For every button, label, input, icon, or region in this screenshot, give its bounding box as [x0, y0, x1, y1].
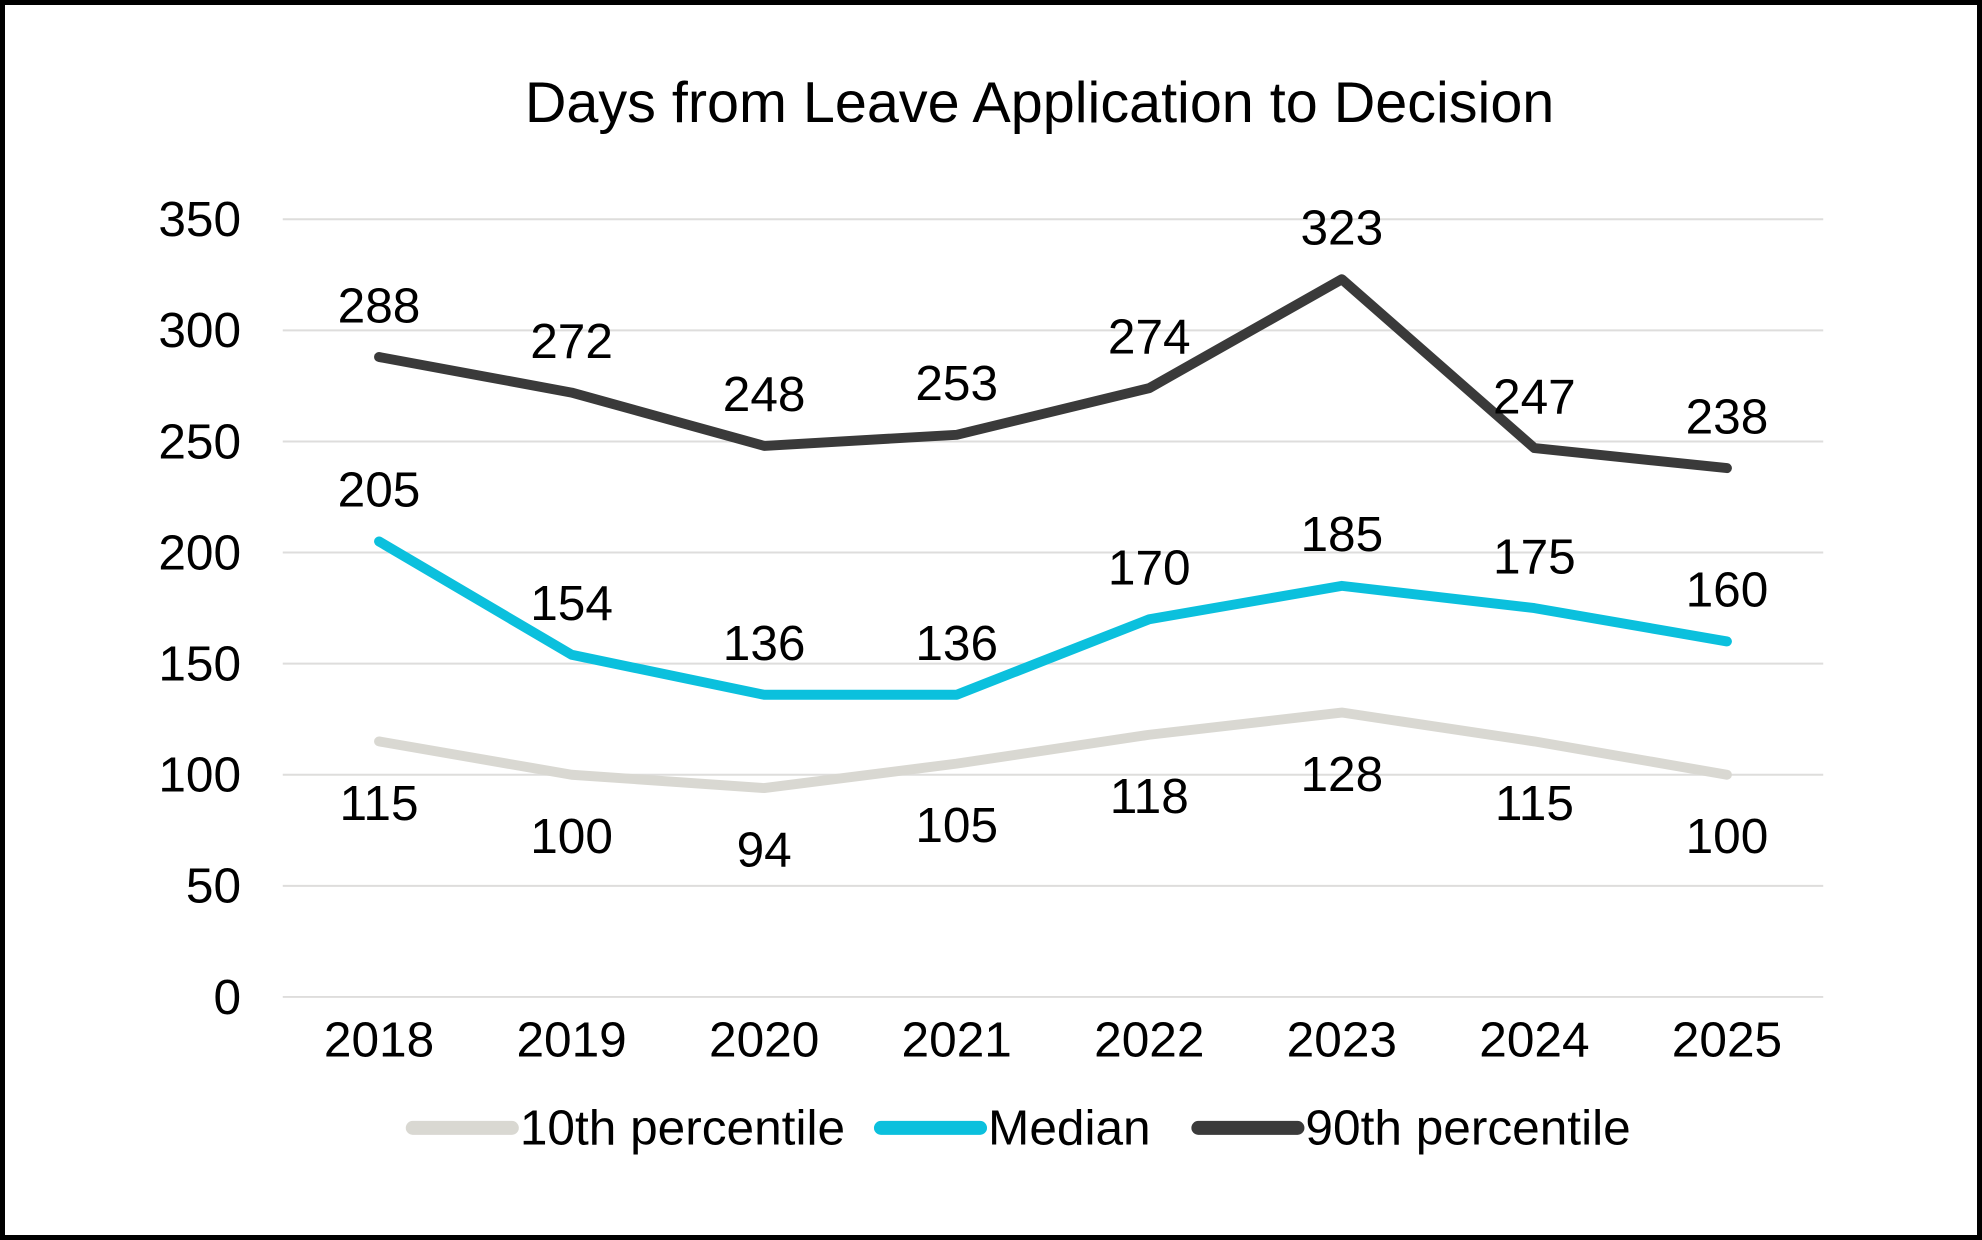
legend-item-median: Median	[873, 1100, 1151, 1156]
y-tick-label: 100	[158, 747, 241, 803]
data-label-90th-percentile-2022: 274	[1108, 308, 1191, 364]
data-label-median-2023: 185	[1300, 506, 1383, 562]
data-label-10th-percentile-2025: 100	[1686, 808, 1769, 864]
legend-item-90th-percentile: 90th percentile	[1191, 1100, 1631, 1156]
data-label-10th-percentile-2024: 115	[1495, 775, 1574, 831]
data-label-90th-percentile-2025: 238	[1686, 388, 1769, 444]
legend-label-90th-percentile: 90th percentile	[1305, 1100, 1630, 1156]
data-label-median-2021: 136	[915, 615, 998, 671]
x-tick-label-2025: 2025	[1672, 1011, 1782, 1067]
data-label-90th-percentile-2020: 248	[723, 366, 806, 422]
x-tick-label-2019: 2019	[516, 1011, 626, 1067]
legend-label-median: Median	[988, 1100, 1151, 1156]
line-chart: Days from Leave Application to Decision …	[158, 71, 1824, 1156]
data-label-median-2019: 154	[530, 575, 613, 631]
data-labels: 115 100 94 105 118 128 115 100 205 154 136 136 170 18…	[338, 200, 1769, 878]
series-line-10th-percentile	[374, 707, 1732, 794]
data-label-10th-percentile-2021: 105	[915, 797, 998, 853]
legend-item-10th-percentile: 10th percentile	[405, 1100, 845, 1156]
data-label-10th-percentile-2019: 100	[530, 808, 613, 864]
data-label-90th-percentile-2024: 247	[1493, 368, 1576, 424]
y-tick-label: 50	[186, 858, 241, 914]
data-label-median-2018: 205	[338, 462, 421, 518]
gridlines	[282, 218, 1824, 998]
x-tick-label-2024: 2024	[1479, 1011, 1589, 1067]
x-tick-label-2020: 2020	[709, 1011, 819, 1067]
data-label-90th-percentile-2023: 323	[1300, 200, 1383, 256]
data-label-10th-percentile-2020: 94	[737, 821, 792, 877]
y-tick-label: 300	[158, 302, 241, 358]
data-label-10th-percentile-2022: 118	[1110, 768, 1189, 824]
series-line-90th-percentile	[374, 274, 1732, 474]
y-tick-label: 200	[158, 524, 241, 580]
y-tick-label: 350	[158, 191, 241, 247]
data-label-90th-percentile-2021: 253	[915, 355, 998, 411]
chart-title: Days from Leave Application to Decision	[525, 71, 1554, 135]
x-tick-label-2023: 2023	[1287, 1011, 1397, 1067]
data-label-median-2024: 175	[1493, 528, 1576, 584]
data-label-10th-percentile-2018: 115	[340, 775, 419, 831]
data-label-10th-percentile-2023: 128	[1300, 746, 1383, 802]
data-label-90th-percentile-2018: 288	[338, 277, 421, 333]
y-tick-label: 250	[158, 413, 241, 469]
x-tick-label-2018: 2018	[324, 1011, 434, 1067]
data-label-median-2020: 136	[723, 615, 806, 671]
legend: 10th percentile Median 90th percentile	[405, 1100, 1631, 1156]
data-label-median-2022: 170	[1108, 539, 1191, 595]
data-label-median-2025: 160	[1686, 562, 1769, 618]
x-axis-labels: 2018 2019 2020 2021 2022 2023 2024 2025	[324, 1011, 1782, 1067]
y-tick-label: 150	[158, 636, 241, 692]
y-tick-label: 0	[214, 969, 242, 1025]
legend-label-10th-percentile: 10th percentile	[520, 1100, 845, 1156]
data-label-90th-percentile-2019: 272	[530, 313, 613, 369]
x-tick-label-2022: 2022	[1094, 1011, 1204, 1067]
series-lines	[374, 274, 1732, 794]
y-axis-labels: 0 50 100 150 200 250 300 350	[158, 191, 241, 1025]
series-line-median	[374, 536, 1732, 700]
x-tick-label-2021: 2021	[902, 1011, 1012, 1067]
